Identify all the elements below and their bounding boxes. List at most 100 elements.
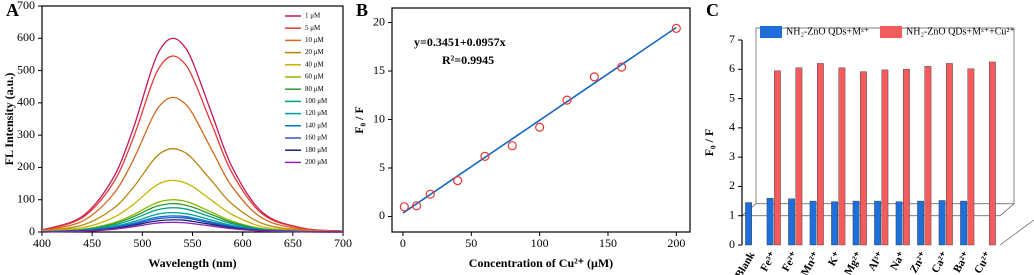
x-tick-label: 500 [133,236,151,250]
y-tick-label: 400 [17,95,35,109]
bar [774,70,781,246]
data-point [399,202,409,212]
legend-swatch [760,26,782,38]
bar [903,69,910,246]
data-point [412,201,422,211]
x-tick-label: Al³⁺ [866,250,887,274]
x-tick-label: 650 [284,236,302,250]
y-tick-label: 700 [17,0,35,12]
y-tick-label: 100 [17,191,35,205]
bar [860,71,867,246]
x-tick-label: 400 [33,236,51,250]
bar [895,201,903,246]
spectrum-line [41,179,344,233]
bar [788,198,795,246]
y-tick-label: 0 [729,237,735,251]
y-tick-label: 5 [379,160,385,174]
x-axis-title: Concentration of Cu²⁺ (μM) [469,256,613,270]
data-point [617,62,627,72]
legend-label: NH₂-ZnO QDs+Mˣ⁺+Cu²⁺ [906,26,1015,37]
legend-label: 40 μM [305,60,325,68]
spectrum-line [41,37,344,232]
bar [946,63,953,246]
x-tick-label: Fe³⁺ [758,250,779,274]
data-point [507,141,517,151]
bar [924,66,932,246]
x-tick-label: 0 [400,236,406,250]
panel-label: B [356,0,368,20]
legend-label: 20 μM [305,48,325,56]
bar [838,67,846,246]
y-tick-label: 2 [729,178,735,192]
data-point [671,23,681,33]
bar [766,197,774,246]
y-tick-label: 4 [729,120,735,134]
x-tick-label: Ba²⁺ [951,250,972,275]
legend-label: 100 μM [305,97,328,105]
y-tick-label: 20 [373,14,385,28]
data-point [453,176,463,186]
y-tick-label: 0 [379,208,385,222]
x-tick-label: Zn²⁺ [908,250,930,275]
y-tick-label: 6 [729,61,735,75]
spectrum-line [41,148,344,233]
legend-label: 180 μM [305,146,328,154]
legend-swatch [880,26,902,38]
x-tick-label: 550 [184,236,202,250]
x-tick-label: 50 [465,236,477,250]
y-tick-label: 10 [373,111,385,125]
x-tick-label: 450 [83,236,101,250]
legend-label: 60 μM [305,73,325,81]
x-tick-label: Mn²⁺ [799,250,822,275]
x-tick-label: 150 [599,236,617,250]
x-tick-label: Blank [733,249,758,275]
spectrum-line [41,221,344,233]
fit-annotation: R²=0.9945 [442,53,494,67]
bar [831,201,838,246]
fit-annotation: y=0.3451+0.0957x [414,35,506,49]
data-point [589,72,599,82]
legend-label: 80 μM [305,85,325,93]
y-tick-label: 500 [17,62,35,76]
x-tick-label: Na⁺ [888,250,908,273]
y-tick-label: 5 [729,90,735,104]
bar [809,200,817,246]
fit-line [402,26,677,214]
spectrum-line [41,96,344,233]
x-tick-label: 700 [334,236,352,250]
y-tick-label: 15 [373,63,385,77]
bar [960,200,967,246]
legend-label: 140 μM [305,121,328,129]
legend-label: 120 μM [305,109,328,117]
bar [745,202,752,246]
x-tick-label: 100 [531,236,549,250]
legend-label: 200 μM [305,158,328,166]
bar [917,200,924,246]
legend-label: 10 μM [305,36,325,44]
x-tick-label: Mg²⁺ [842,250,865,275]
panel-label: A [6,0,19,20]
y-tick-label: 1 [729,207,735,221]
x-tick-label: Ca²⁺ [929,250,951,275]
y-tick-label: 0 [29,224,35,238]
x-tick-label: 200 [667,236,685,250]
bar [817,63,824,246]
legend-label: 1 μM [305,12,321,20]
y-tick-label: 600 [17,30,35,44]
y-axis-title: F₀ / F [702,129,716,157]
data-point [480,151,490,161]
legend-label: 160 μM [305,134,328,142]
y-tick-label: 7 [729,32,735,46]
y-axis-title: F₀ / F [352,106,366,134]
x-tick-label: 600 [234,236,252,250]
x-axis-title: Wavelength (nm) [148,256,236,270]
legend-label: NH₂-ZnO QDs+Mˣ⁺ [786,26,869,37]
y-tick-label: 300 [17,127,35,141]
x-tick-label: K⁺ [826,250,844,269]
spectrum-line [41,55,344,232]
bar [989,61,996,246]
bar [881,69,889,246]
spectrum-line [41,207,344,233]
x-tick-label: Cu²⁺ [972,250,994,275]
